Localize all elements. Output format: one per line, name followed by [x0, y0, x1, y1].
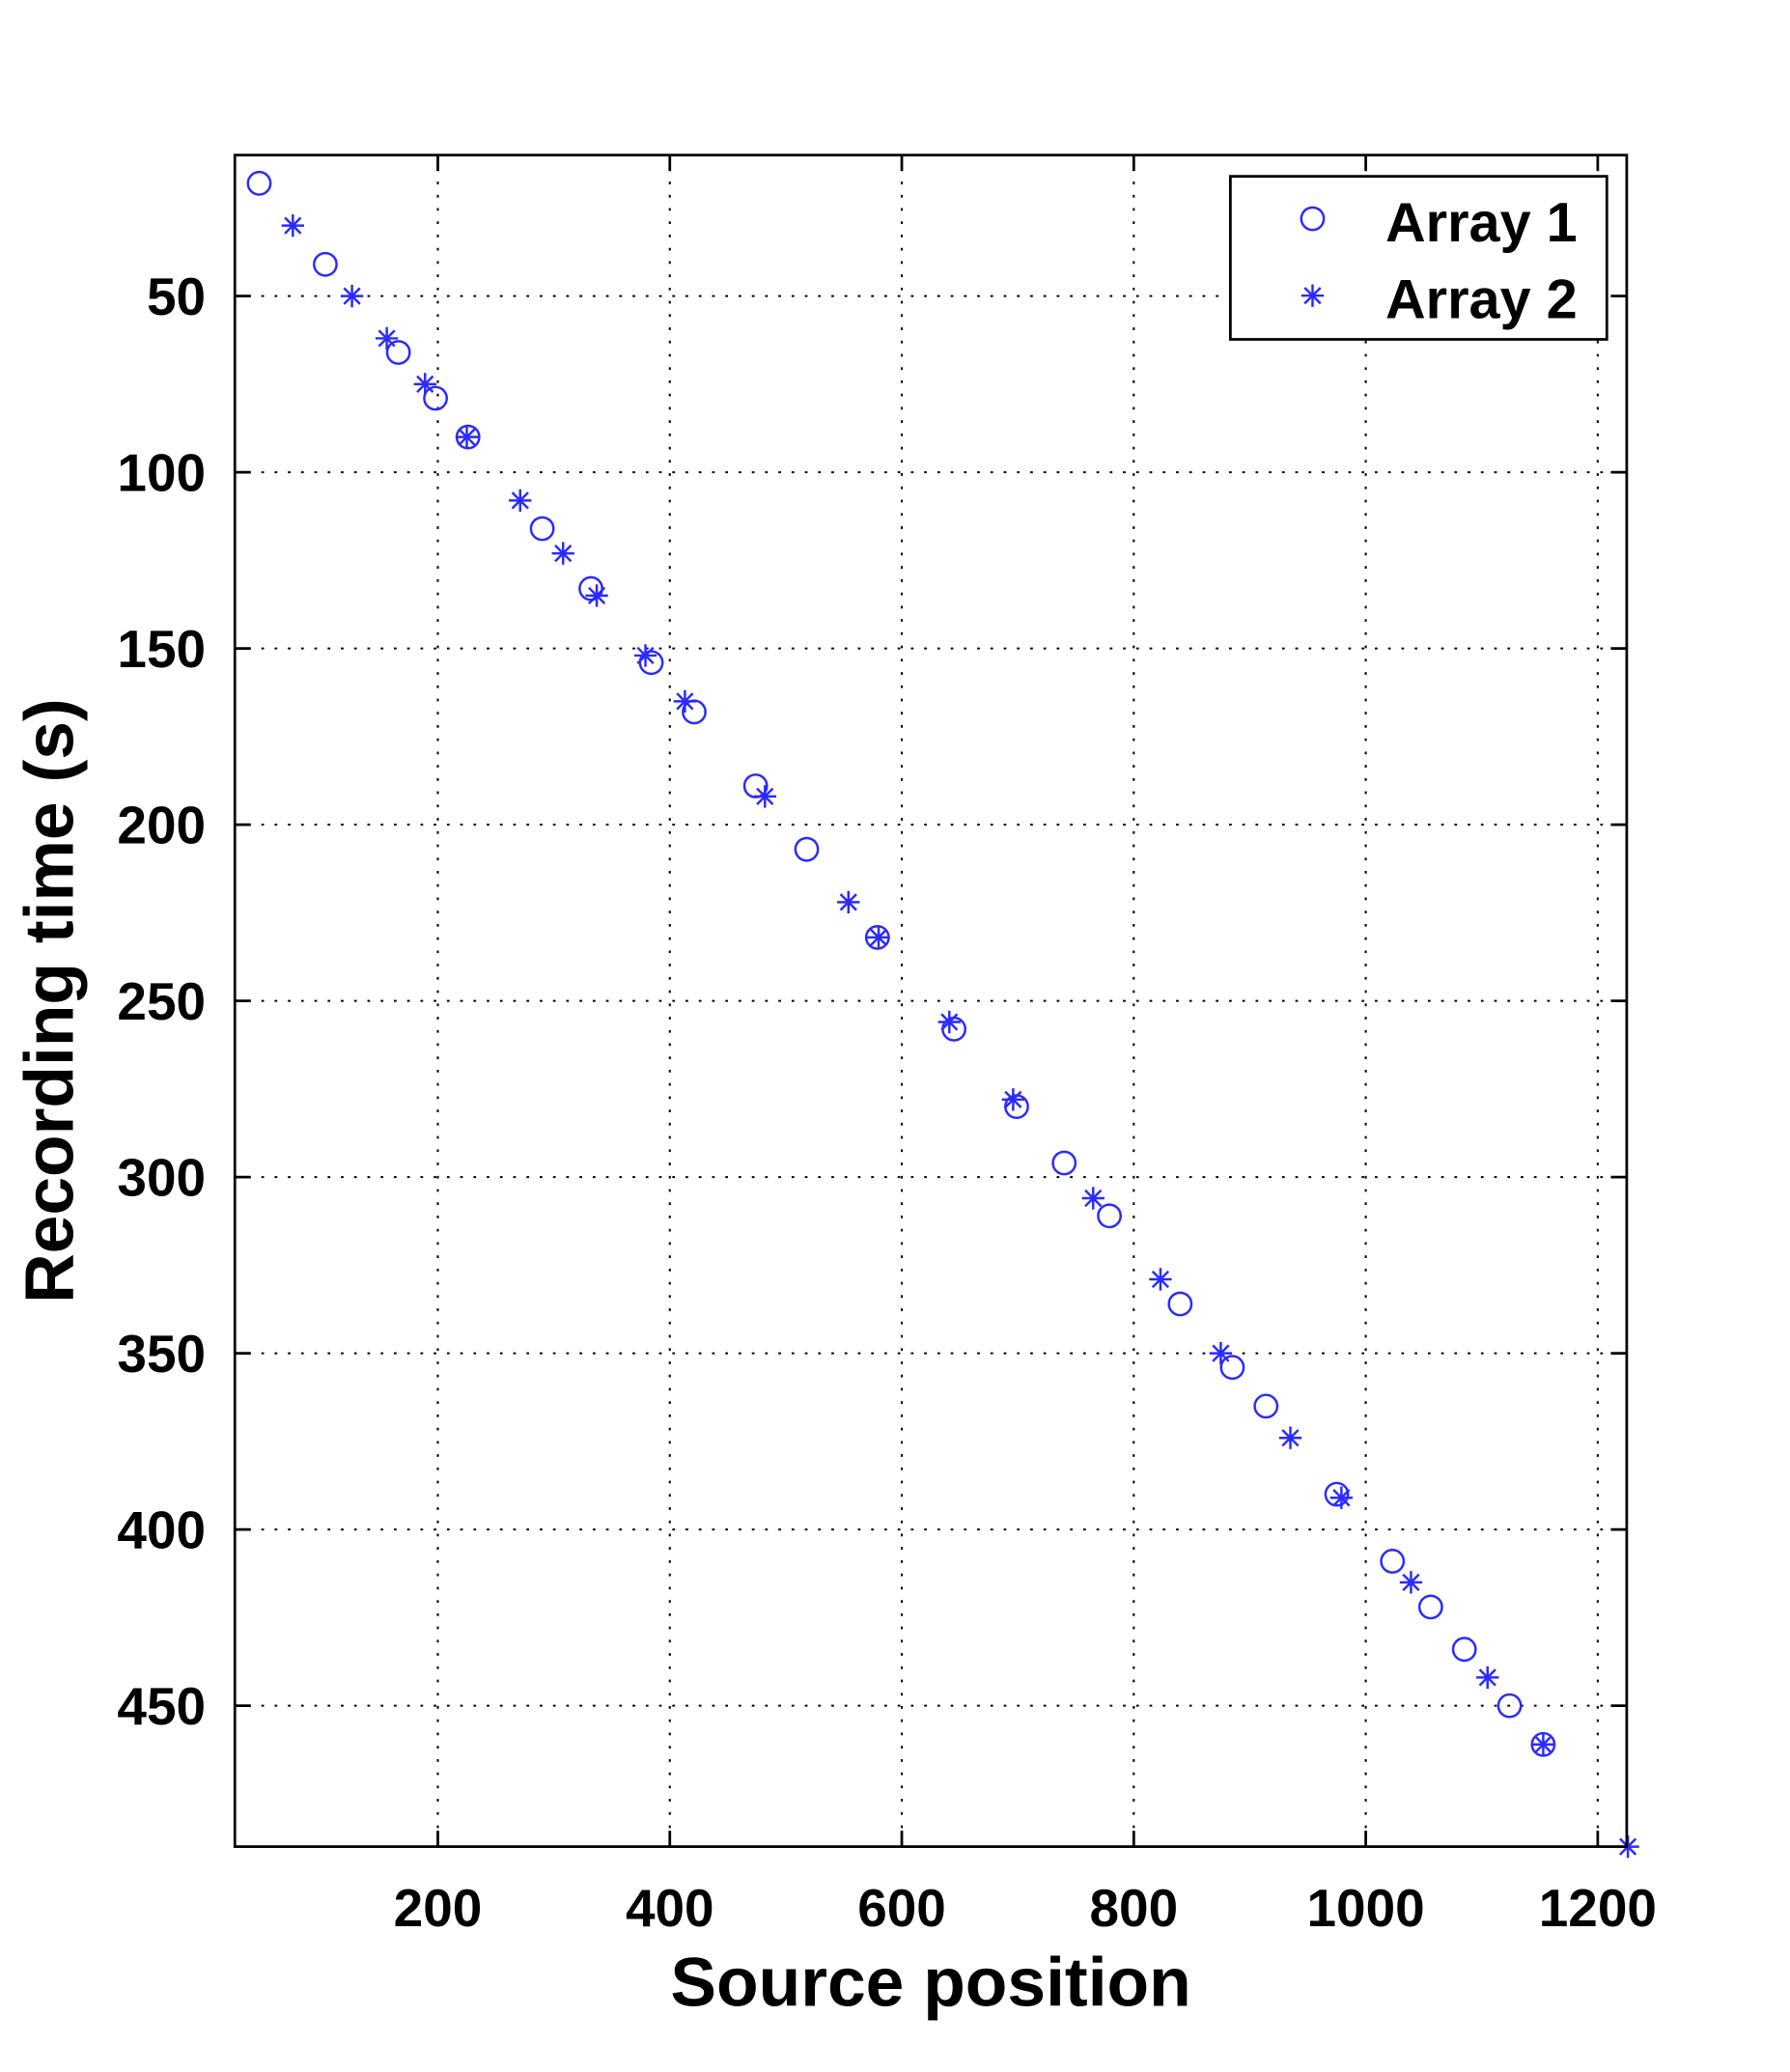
star-point: [1149, 1268, 1172, 1291]
legend-box: [1228, 175, 1608, 341]
y-tick-label: 50: [147, 266, 206, 326]
star-point: [753, 785, 776, 808]
x-axis-label: Source position: [670, 1944, 1190, 2021]
grid: [235, 154, 1627, 1847]
star-point: [937, 1010, 961, 1034]
x-tick-label: 1000: [1307, 1878, 1425, 1938]
star-point: [1399, 1571, 1423, 1594]
circle-point: [1417, 1594, 1443, 1620]
circle-point: [1051, 1150, 1077, 1176]
legend-label-array-1: Array 1: [1385, 192, 1578, 254]
circle-point: [313, 251, 338, 277]
star-point: [281, 213, 304, 238]
legend-marker-circle: [1300, 206, 1326, 232]
x-tick-label: 400: [626, 1878, 714, 1938]
y-tick-label: 100: [117, 442, 206, 502]
circle-point: [529, 516, 555, 542]
star-point: [585, 584, 608, 607]
star-point: [1278, 1426, 1302, 1449]
star-point: [837, 890, 860, 914]
x-tick-label: 800: [1090, 1878, 1179, 1938]
series-2: [281, 213, 1639, 1859]
circle-point: [1097, 1203, 1122, 1229]
circle-point: [385, 340, 411, 365]
circle-point: [1496, 1693, 1523, 1719]
circle-point: [423, 385, 448, 411]
y-tick-label: 200: [117, 795, 206, 854]
x-tick-label: 1200: [1539, 1878, 1657, 1938]
star-point: [673, 689, 697, 714]
star-point: [1329, 1486, 1354, 1509]
star-point: [413, 373, 436, 396]
star-point: [340, 284, 364, 308]
y-tick-label: 300: [117, 1147, 206, 1207]
star-point: [1531, 1733, 1555, 1756]
y-axis-label: Recording time (s): [12, 698, 89, 1303]
star-point: [633, 644, 657, 667]
ticks: 200 400 600 800 1000 1200 50 100 150 200 250 300 350…: [117, 154, 1657, 1938]
circle-point: [1324, 1481, 1350, 1507]
star-point: [1476, 1666, 1499, 1690]
circle-point: [1451, 1637, 1477, 1663]
circle-point: [1380, 1549, 1406, 1574]
data-points: [246, 170, 1639, 1859]
star-point: [1209, 1341, 1233, 1365]
star-point: [867, 926, 890, 949]
star-point: [509, 489, 532, 513]
star-point: [455, 425, 479, 449]
legend-marker-star: [1301, 284, 1325, 307]
circle-point: [1253, 1393, 1279, 1419]
star-point: [1001, 1088, 1025, 1111]
circle-point: [246, 170, 272, 196]
y-tick-label: 450: [117, 1676, 206, 1736]
y-tick-label: 150: [117, 619, 206, 679]
x-tick-label: 200: [394, 1878, 483, 1938]
x-tick-label: 600: [857, 1878, 946, 1938]
circle-point: [1219, 1355, 1245, 1381]
y-tick-label: 350: [117, 1324, 206, 1384]
y-tick-label: 400: [117, 1499, 206, 1559]
circle-point: [1167, 1291, 1193, 1317]
legend: Array 1 Array 2: [1228, 175, 1608, 341]
circle-point: [794, 836, 820, 862]
y-tick-label: 250: [117, 971, 206, 1031]
plot-frame: [233, 154, 1629, 1848]
star-point: [551, 542, 574, 565]
star-point: [1081, 1187, 1105, 1210]
star-point: [375, 326, 399, 350]
legend-label-array-2: Array 2: [1385, 269, 1578, 331]
